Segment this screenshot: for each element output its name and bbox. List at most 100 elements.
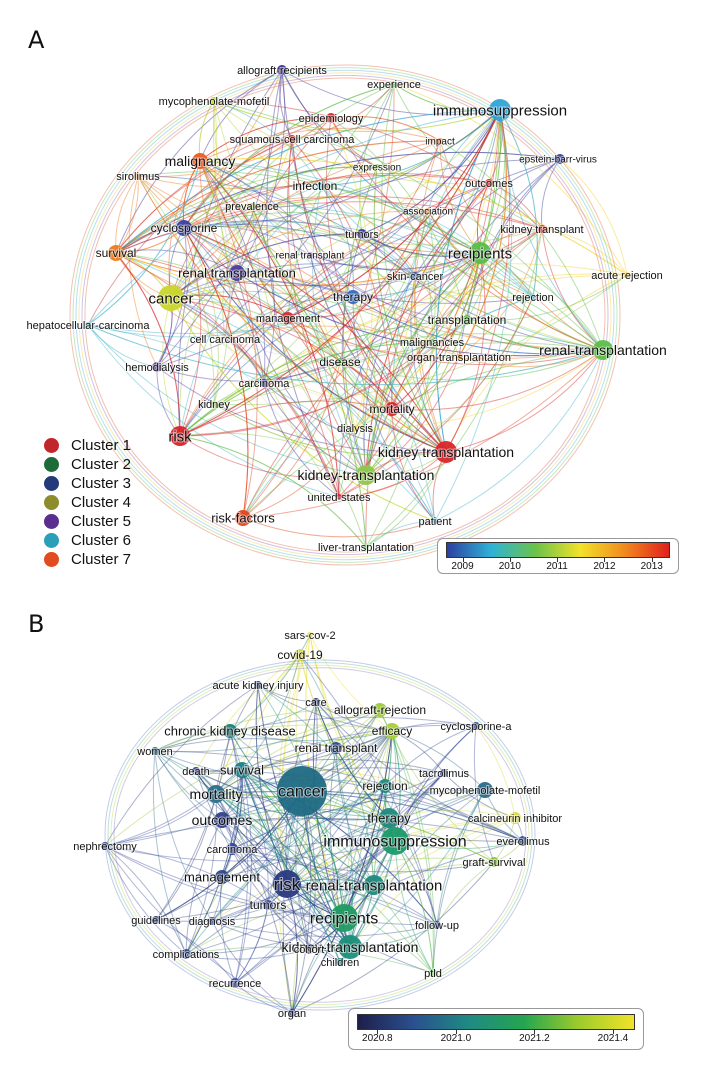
edge: [231, 848, 351, 948]
edge: [309, 634, 390, 819]
edge: [179, 435, 367, 479]
edge: [215, 791, 524, 842]
node-label-cancer: cancer: [148, 290, 193, 307]
node-guidelines: [152, 916, 160, 924]
node-mycophenolate-mofetil: [477, 782, 493, 798]
edge: [170, 185, 322, 299]
edge: [231, 848, 434, 974]
edge: [183, 227, 249, 519]
edge: [115, 69, 283, 254]
edge: [315, 701, 393, 732]
edge: [156, 272, 238, 368]
edge: [154, 750, 223, 821]
edge: [199, 127, 441, 162]
colorbar-tickmark: [534, 1030, 536, 1034]
edge: [224, 296, 354, 340]
edge: [236, 69, 286, 274]
node-label-management: management: [256, 313, 320, 325]
edge: [87, 324, 436, 522]
edge: [309, 254, 468, 321]
node-layer: [85, 65, 630, 550]
edge: [224, 117, 332, 340]
edge: [349, 772, 445, 948]
edge: [371, 730, 393, 886]
edge: [183, 166, 378, 229]
colorbar-tick-label: 2021.0: [440, 1033, 472, 1044]
edge: [104, 684, 259, 847]
edge: [170, 290, 433, 343]
edge: [87, 324, 340, 498]
edge: [391, 252, 481, 410]
node-label-complications: complications: [153, 949, 220, 961]
edge: [394, 840, 434, 974]
node-label-cyclosporine: cyclosporine: [151, 221, 218, 235]
edge: [185, 948, 310, 960]
node-label-follow-up: follow-up: [415, 920, 459, 932]
edge: [354, 275, 416, 429]
node-label-mortality: mortality: [190, 786, 243, 802]
edge: [431, 109, 502, 343]
edge: [183, 196, 429, 229]
edge: [104, 817, 524, 847]
edge: [213, 100, 490, 185]
colorbar-tickmark: [557, 558, 559, 562]
edge: [87, 252, 481, 334]
edge: [393, 83, 501, 112]
edge: [373, 166, 447, 453]
edge: [154, 708, 381, 752]
edge: [199, 69, 283, 162]
node-label-nephrectomy: nephrectomy: [73, 841, 137, 853]
node-label-graft-survival: graft-survival: [463, 857, 526, 869]
edge: [213, 100, 447, 453]
edge: [466, 319, 604, 353]
edge: [213, 274, 628, 406]
node-therapy: [346, 290, 360, 304]
node-carcinoma: [226, 843, 238, 855]
edge: [251, 205, 534, 298]
node-label-survival: survival: [96, 246, 137, 260]
edge: [115, 252, 340, 498]
edge: [241, 769, 351, 948]
edge: [170, 297, 436, 522]
edge: [330, 115, 441, 142]
edge: [115, 175, 139, 254]
node-transplantation: [462, 315, 472, 325]
legend-swatch: [44, 533, 59, 548]
node-survival: [234, 762, 250, 778]
edge: [320, 185, 354, 298]
node-label-risk-factors: risk-factors: [211, 511, 275, 526]
edge: [224, 263, 628, 340]
node-renal-transplant: [330, 742, 342, 754]
edge: [286, 883, 438, 926]
node-label-liver-transplantation: liver-transplantation: [318, 542, 414, 554]
edge: [183, 227, 340, 498]
node-label-guidelines: guidelines: [131, 915, 181, 927]
edge: [363, 275, 416, 476]
edge: [339, 252, 481, 363]
node-label-immunosuppression: immunosuppression: [433, 102, 567, 119]
node-label-acute-kidney-injury: acute kidney injury: [212, 680, 304, 692]
edge: [330, 117, 378, 168]
legend-swatch: [44, 438, 59, 453]
edge: [170, 297, 341, 363]
edge: [115, 109, 501, 254]
edge: [241, 654, 301, 771]
edge: [179, 210, 429, 437]
edge: [115, 185, 322, 254]
edge: [231, 789, 486, 850]
edge: [414, 158, 561, 277]
edge: [211, 817, 516, 922]
edge: [236, 166, 378, 274]
edge: [195, 770, 310, 950]
node-label-outcomes: outcomes: [465, 178, 513, 190]
colorbar-tick-label: 2021.2: [519, 1033, 550, 1044]
edge: [394, 725, 477, 842]
edge: [365, 228, 543, 476]
node-label-sirolimus: sirolimus: [116, 171, 160, 183]
edge: [154, 750, 524, 842]
edge: [154, 750, 390, 819]
edge: [393, 83, 543, 230]
edge: [445, 349, 604, 453]
edge: [541, 228, 604, 351]
edge: [170, 297, 447, 453]
